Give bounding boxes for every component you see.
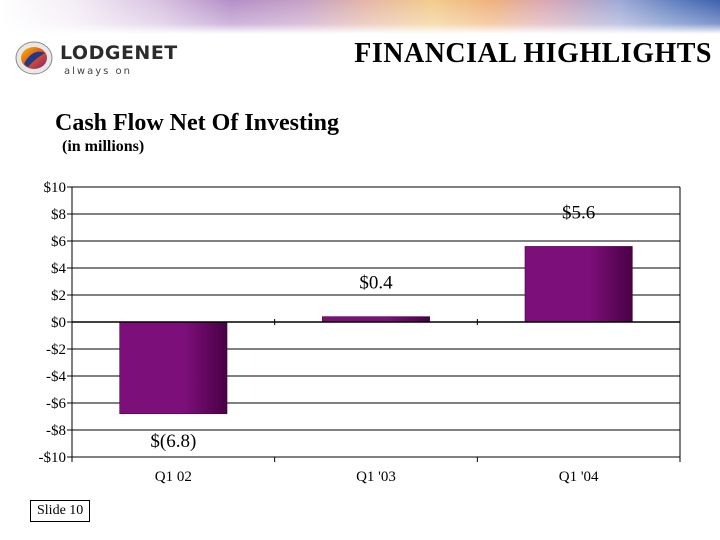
slide-number: Slide 10 — [30, 500, 91, 522]
y-tick-label: $6 — [51, 234, 67, 250]
chart-bars — [119, 246, 633, 415]
lodgenet-logo-icon — [15, 41, 53, 75]
page-title: FINANCIAL HIGHLIGHTS — [354, 38, 712, 69]
x-tick-label: Q1 '03 — [356, 469, 396, 485]
chart-subtitle: (in millions) — [62, 138, 145, 155]
x-tick-label: Q1 02 — [155, 469, 192, 485]
data-label: $0.4 — [359, 273, 393, 294]
logo-wordmark: LODGENET — [60, 42, 178, 64]
y-tick-label: $0 — [51, 315, 66, 331]
data-label: $5.6 — [562, 202, 595, 223]
y-tick-label: $2 — [51, 288, 66, 304]
chart-title: Cash Flow Net Of Investing — [55, 110, 340, 136]
header-gradient-band — [0, 0, 720, 34]
chart-axes — [67, 186, 681, 462]
y-tick-label: -$4 — [46, 369, 66, 385]
lodgenet-logo: LODGENET always on — [14, 36, 184, 80]
y-tick-label: -$10 — [39, 450, 67, 466]
bar-1 — [119, 321, 228, 415]
y-tick-label: $10 — [44, 180, 67, 196]
data-label: $(6.8) — [150, 431, 196, 452]
y-tick-label: $4 — [51, 261, 67, 277]
bar-3 — [524, 246, 633, 323]
logo-tagline: always on — [64, 66, 132, 77]
y-tick-label: -$8 — [46, 423, 66, 439]
chart-labels: $10 $8 $6 $4 $2 $0 -$2 -$4 -$6 -$8 -$10 $(6.8) Q1 02… — [39, 180, 600, 485]
y-tick-label: $8 — [51, 207, 66, 223]
bar-2 — [322, 316, 430, 323]
x-tick-label: Q1 '04 — [559, 469, 599, 485]
y-tick-label: -$6 — [46, 396, 66, 412]
y-tick-label: -$2 — [46, 342, 66, 358]
